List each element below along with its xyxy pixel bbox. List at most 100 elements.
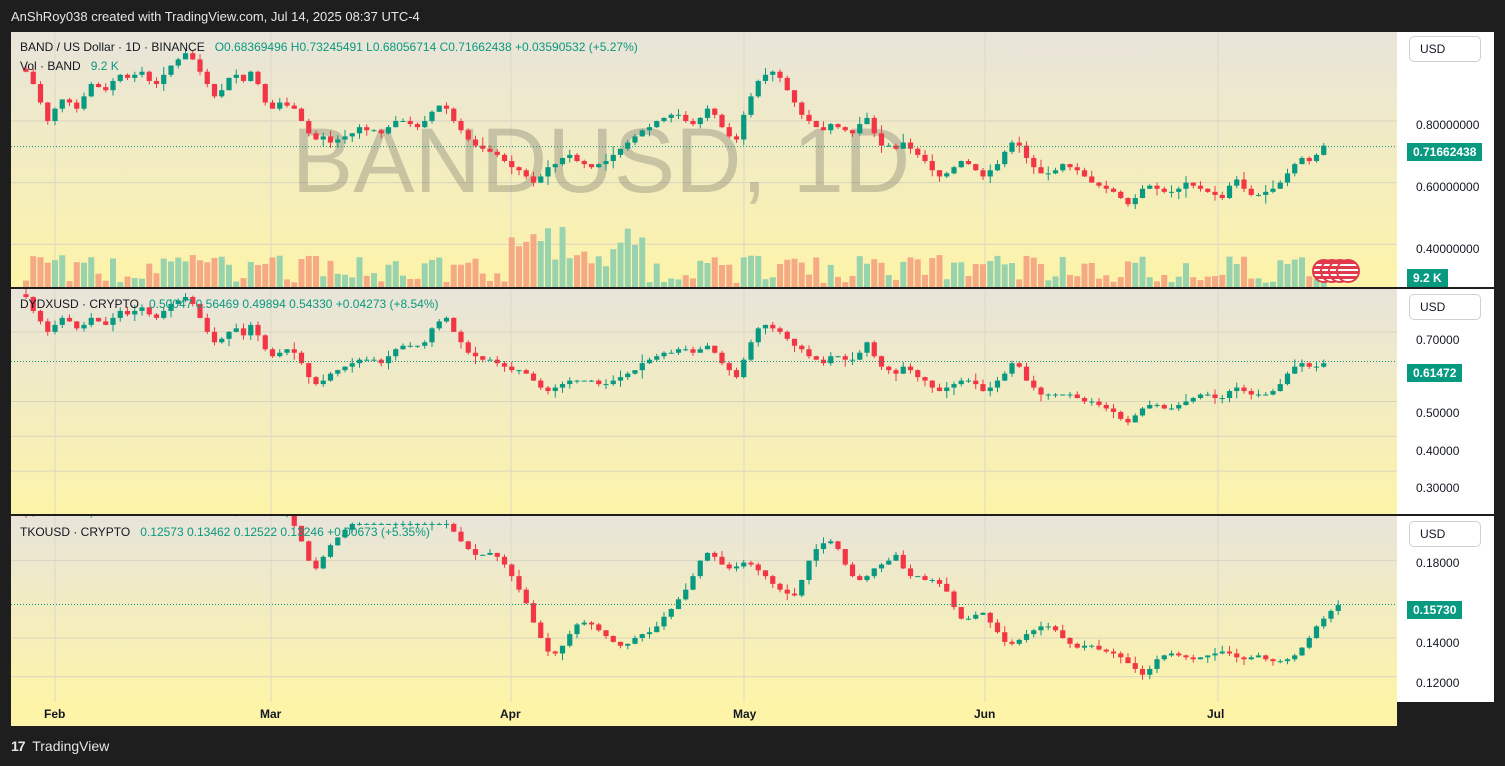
candle	[1176, 188, 1182, 192]
candle	[182, 53, 189, 60]
chart-frame[interactable]: BANDUSD, 1D BAND / US Dollar · 1D · BINA…	[11, 32, 1494, 726]
candle	[1277, 182, 1283, 189]
volume-bar	[1154, 281, 1160, 287]
tko-currency-button[interactable]: USD	[1410, 522, 1480, 546]
candle	[197, 303, 203, 318]
footer-brand[interactable]: 17 TradingView	[11, 738, 109, 754]
candle	[646, 127, 653, 131]
candle	[327, 373, 334, 381]
volume-bar	[516, 246, 522, 287]
volume-bar	[269, 257, 276, 287]
candle	[683, 589, 689, 600]
us-flag-icon[interactable]	[1336, 259, 1360, 283]
candle	[1002, 632, 1008, 642]
candle	[1197, 394, 1204, 399]
candle	[1002, 151, 1008, 165]
candle	[1234, 653, 1240, 658]
volume-bar	[951, 262, 957, 287]
candle	[335, 370, 341, 374]
candle	[219, 90, 225, 97]
candle	[893, 370, 899, 374]
volume-bar	[139, 278, 145, 287]
dydx-chart-svg[interactable]	[11, 289, 1494, 514]
candle	[240, 74, 247, 81]
candle	[813, 549, 819, 561]
candle	[1154, 185, 1160, 189]
candle	[1052, 170, 1059, 174]
candle	[784, 77, 790, 91]
volume-bar	[1117, 277, 1124, 287]
volume-bar	[827, 264, 834, 287]
candle	[146, 71, 152, 81]
candle	[291, 349, 297, 353]
volume-bar	[1284, 264, 1291, 287]
dydx-pane[interactable]: DYDXUSD · CRYPTO 0.50047 0.56469 0.49894…	[11, 289, 1494, 514]
candle	[567, 154, 573, 158]
candle	[1226, 185, 1233, 198]
volume-bar	[153, 273, 160, 287]
tko-chart-svg[interactable]	[11, 516, 1494, 702]
candle	[835, 124, 841, 128]
candle	[762, 324, 769, 329]
candle	[646, 632, 653, 635]
candle	[770, 71, 776, 75]
candle	[907, 366, 914, 371]
volume-bar	[632, 244, 638, 287]
candle	[632, 638, 638, 644]
candle	[1038, 387, 1044, 395]
volume-bar	[719, 264, 725, 287]
candle	[1081, 170, 1088, 177]
candle	[342, 136, 348, 140]
volume-bar	[124, 276, 131, 287]
volume-bar	[465, 262, 472, 287]
candle	[1176, 653, 1182, 656]
candle	[762, 74, 769, 81]
dydx-currency-button[interactable]: USD	[1410, 295, 1480, 319]
volume-bar	[1233, 264, 1240, 287]
band-vol-label[interactable]: Vol · BAND	[20, 59, 81, 73]
economic-events-flags[interactable]	[1312, 259, 1362, 283]
candle	[45, 102, 51, 121]
candle	[306, 121, 312, 134]
volume-bar	[1125, 261, 1131, 287]
volume-bar	[711, 257, 718, 287]
footer-brand-text: TradingView	[32, 738, 110, 754]
pane-separator[interactable]	[11, 514, 1494, 516]
candle	[944, 173, 950, 177]
volume-bar	[1146, 277, 1153, 287]
candle	[559, 384, 566, 388]
candle	[632, 136, 638, 143]
candle	[429, 111, 435, 121]
candle	[799, 580, 805, 596]
band-chart-svg[interactable]: BANDUSD, 1D	[11, 32, 1494, 287]
band-symbol[interactable]: BAND / US Dollar · 1D · BINANCE	[20, 40, 205, 54]
dydx-ohlc: 0.50047 0.56469 0.49894 0.54330 +0.04273…	[148, 297, 439, 311]
candle	[1081, 398, 1088, 402]
tko-pane[interactable]: TKOUSD · CRYPTO 0.12573 0.13462 0.12522 …	[11, 516, 1494, 702]
volume-bar	[972, 264, 979, 287]
volume-bar	[1277, 260, 1284, 287]
candle	[226, 331, 232, 339]
volume-bar	[117, 282, 124, 287]
candle	[422, 121, 428, 128]
tradingview-logo-icon: 17	[11, 738, 26, 754]
candle	[139, 307, 145, 311]
candle	[748, 342, 754, 360]
candle	[907, 568, 914, 577]
candle	[994, 380, 1001, 388]
candle	[973, 164, 979, 171]
candle	[1241, 657, 1247, 660]
band-pane[interactable]: BANDUSD, 1D BAND / US Dollar · 1D · BINA…	[11, 32, 1494, 287]
candle	[1125, 657, 1131, 664]
volume-bar	[392, 261, 399, 287]
pane-separator[interactable]	[11, 287, 1494, 289]
volume-bar	[363, 275, 370, 287]
candle	[922, 154, 928, 162]
tko-symbol[interactable]: TKOUSD · CRYPTO	[20, 525, 131, 539]
candle	[1038, 626, 1044, 631]
band-currency-button[interactable]: USD	[1410, 37, 1480, 61]
time-axis[interactable]: Feb Mar Apr May Jun Jul	[11, 702, 1397, 726]
candle	[842, 127, 848, 131]
dydx-symbol[interactable]: DYDXUSD · CRYPTO	[20, 297, 139, 311]
volume-bar	[160, 258, 167, 287]
